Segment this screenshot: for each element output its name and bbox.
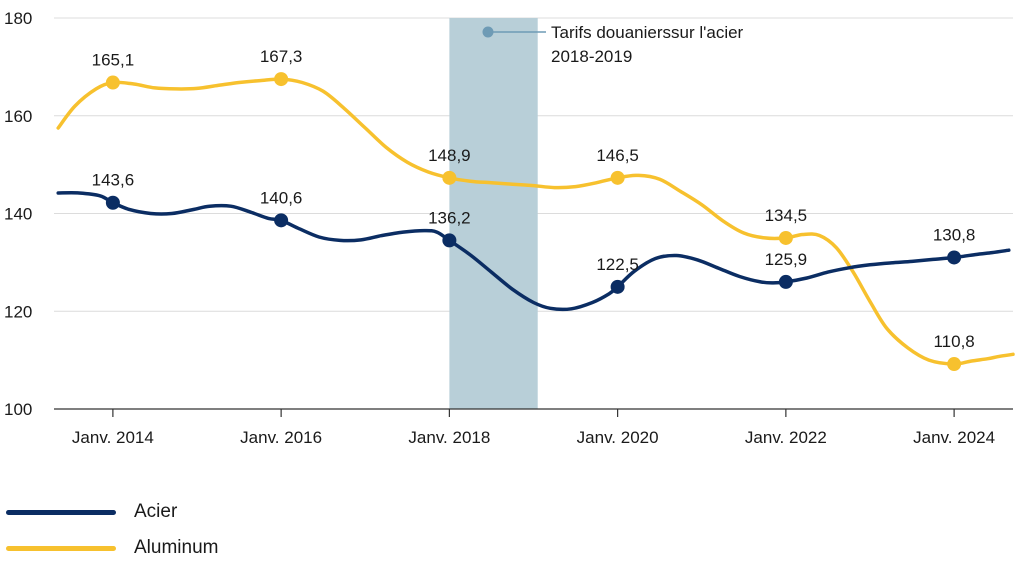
data-point-aluminum [105, 75, 120, 90]
x-tick-label: Janv. 2016 [240, 428, 322, 447]
series-line-aluminum [56, 77, 1015, 366]
data-label-aluminum: 148,9 [428, 146, 471, 165]
data-label-acier: 125,9 [765, 250, 808, 269]
legend-label-acier: Acier [134, 501, 178, 522]
data-label-aluminum: 134,5 [765, 206, 808, 225]
y-tick-label: 120 [4, 302, 32, 321]
annotation-line-1: Tarifs douanierssur l'acier [551, 23, 744, 42]
axes: 100 120 140 160 180 Janv. 2014 Janv. 2016 Janv.… [4, 9, 1013, 447]
y-tick-label: 140 [4, 205, 32, 224]
data-markers [105, 72, 962, 372]
data-labels: 143,6 140,6 136,2 122,5 125,9 130,8 165,1 167,3… [92, 47, 976, 351]
data-point-acier [105, 195, 120, 210]
line-chart: 100 120 140 160 180 Janv. 2014 Janv. 2016 Janv.… [4, 9, 1015, 447]
x-tick-label: Janv. 2018 [408, 428, 490, 447]
data-label-aluminum: 167,3 [260, 47, 303, 66]
annotation-line-2: 2018-2019 [551, 47, 632, 66]
data-point-aluminum [610, 170, 625, 185]
x-tick-label: Janv. 2020 [577, 428, 659, 447]
data-point-acier [274, 213, 289, 228]
legend-swatch-acier [6, 509, 116, 515]
legend: Acier Aluminum [6, 494, 218, 566]
data-point-aluminum [778, 230, 793, 245]
data-point-acier [778, 274, 793, 289]
data-label-aluminum: 165,1 [92, 51, 135, 70]
shaded-region [449, 18, 538, 409]
data-label-acier: 136,2 [428, 208, 471, 227]
data-label-acier: 143,6 [92, 171, 135, 190]
data-point-aluminum [274, 72, 289, 87]
tariff-period-shading [449, 18, 538, 409]
data-point-aluminum [442, 170, 457, 185]
y-tick-label: 180 [4, 9, 32, 28]
series-line-acier [56, 191, 1011, 312]
data-label-acier: 140,6 [260, 188, 303, 207]
y-tick-label: 100 [4, 400, 32, 419]
x-tick-label: Janv. 2022 [745, 428, 827, 447]
data-label-acier: 130,8 [933, 225, 976, 244]
annotation-dot [482, 26, 494, 38]
legend-item-aluminum: Aluminum [6, 530, 218, 566]
data-label-aluminum: 146,5 [596, 146, 639, 165]
tariff-annotation: Tarifs douanierssur l'acier 2018-2019 [482, 23, 744, 66]
data-point-acier [442, 233, 457, 248]
series-lines [56, 77, 1015, 366]
data-point-acier [610, 279, 625, 294]
data-label-acier: 122,5 [596, 255, 639, 274]
legend-swatch-aluminum [6, 545, 116, 551]
legend-item-acier: Acier [6, 494, 218, 530]
data-label-aluminum: 110,8 [933, 332, 974, 351]
data-point-acier [947, 250, 962, 265]
data-point-aluminum [947, 357, 962, 372]
x-tick-label: Janv. 2024 [913, 428, 995, 447]
x-tick-label: Janv. 2014 [72, 428, 154, 447]
legend-label-aluminum: Aluminum [134, 537, 219, 558]
y-tick-label: 160 [4, 107, 32, 126]
